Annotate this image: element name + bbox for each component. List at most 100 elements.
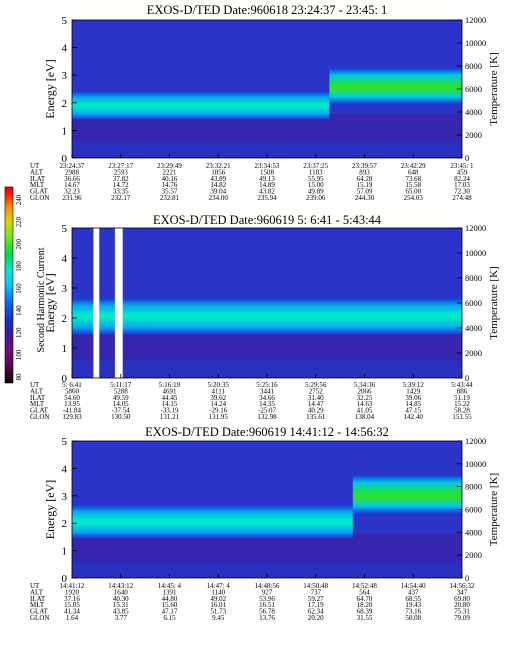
ephemeris-cell: 737 [311, 588, 322, 596]
y-tick-label: 2 [62, 518, 68, 530]
ephemeris-cell: 59.27 [308, 595, 324, 603]
ephemeris-cell: 131.21 [160, 413, 180, 421]
y2-tick-label: 10000 [465, 459, 486, 469]
y-tick-label: 1 [62, 546, 68, 558]
ephemeris-row-label: GLON [30, 614, 49, 622]
ephemeris-cell: 69.80 [454, 595, 470, 603]
ephemeris-cell: 51.19 [454, 394, 470, 402]
y2-tick-label: 0 [465, 373, 469, 383]
ephemeris-cell: 1856 [211, 168, 226, 176]
ephemeris-cell: 44.80 [162, 595, 178, 603]
ephemeris-cell: 5:43:44 [451, 381, 473, 389]
y2-tick-label: 10000 [465, 38, 486, 48]
y-axis-label: Energy [eV] [43, 59, 57, 118]
ephemeris-cell: 32.25 [357, 394, 373, 402]
y2-axis-label: Temperature [K] [488, 52, 500, 125]
y2-tick-label: 6000 [465, 298, 482, 308]
ephemeris-cell: 73.16 [405, 608, 421, 616]
ephemeris-cell: 49.59 [113, 394, 129, 402]
ephemeris-cell: 893 [359, 168, 370, 176]
ephemeris-cell: 132.98 [257, 413, 277, 421]
ephemeris-cell: 68.39 [357, 608, 373, 616]
ephemeris-cell: 15.00 [308, 181, 324, 189]
ephemeris-cell: 1140 [211, 588, 225, 596]
ephemeris-cell: 564 [359, 588, 370, 596]
ephemeris-cell: 14:50:48 [303, 582, 328, 590]
ephemeris-cell: 232.17 [111, 194, 131, 202]
ephemeris-cell: 14.47 [308, 400, 324, 408]
ephemeris-cell: 37.82 [113, 175, 129, 183]
ephemeris-cell: 47.15 [405, 407, 421, 415]
ephemeris-cell: 1508 [260, 168, 275, 176]
heatmap-low-energy-region [72, 534, 462, 562]
spectrogram-panel-3: EXOS-D/TED Date:960619 14:41:12 - 14:56:… [30, 425, 500, 622]
ephemeris-cell: 14.15 [162, 400, 178, 408]
ephemeris-cell: 44.45 [162, 394, 178, 402]
ephemeris-cell: 14:56:32 [450, 582, 475, 590]
ephemeris-cell: 5:20:35 [208, 381, 230, 389]
ephemeris-cell: 55.95 [308, 175, 324, 183]
ephemeris-row-label: UT [30, 381, 40, 389]
ephemeris-cell: 9.45 [212, 614, 225, 622]
ephemeris-row-label: UT [30, 582, 40, 590]
ephemeris-row-label: ILAT [30, 394, 46, 402]
ephemeris-row-label: GLAT [30, 188, 49, 196]
ephemeris-cell: -41.84 [63, 407, 82, 415]
ephemeris-cell: 64.28 [357, 175, 373, 183]
colorbar-tick-label: 80 [15, 373, 23, 381]
ephemeris-cell: 31.40 [308, 394, 324, 402]
heatmap-base-region [72, 141, 462, 158]
ephemeris-cell: 39.04 [210, 188, 226, 196]
y2-tick-label: 6000 [465, 84, 482, 94]
y-tick-label: 3 [62, 70, 68, 82]
y-tick-label: 3 [62, 491, 68, 503]
ephemeris-cell: 49.02 [210, 595, 226, 603]
ephemeris-cell: 14:48:56 [255, 582, 280, 590]
ephemeris-cell: 3.77 [115, 614, 128, 622]
ephemeris-cell: 20.80 [454, 601, 470, 609]
ephemeris-cell: 16.01 [210, 601, 226, 609]
ephemeris-cell: 14.35 [259, 400, 275, 408]
ephemeris-cell: 41.05 [357, 407, 373, 415]
ephemeris-row-label: ALT [30, 387, 44, 395]
spectrogram-panel-1: EXOS-D/TED Date:960618 23:24:37 - 23:45:… [30, 3, 500, 202]
ephemeris-cell: 23:32:21 [206, 162, 231, 170]
ephemeris-cell: 14.05 [113, 400, 129, 408]
ephemeris-cell: 4691 [163, 387, 178, 395]
y-tick-label: 5 [62, 223, 68, 235]
ephemeris-cell: 16.51 [259, 601, 275, 609]
ephemeris-cell: 32.23 [64, 188, 80, 196]
ephemeris-cell: 54.60 [64, 394, 80, 402]
ephemeris-cell: 235.94 [257, 194, 277, 202]
colorbar-tick-label: 160 [15, 283, 23, 294]
ephemeris-cell: 23:34:53 [255, 162, 280, 170]
ephemeris-cell: 64.70 [357, 595, 373, 603]
ephemeris-cell: 23:42:29 [401, 162, 426, 170]
ephemeris-cell: 49.13 [259, 175, 275, 183]
y2-axis-label: Temperature [K] [488, 473, 500, 546]
heatmap-band [72, 505, 353, 539]
ephemeris-cell: 43.82 [259, 188, 275, 196]
ephemeris-cell: 5:39:12 [403, 381, 425, 389]
ephemeris-cell: 14:43:12 [108, 582, 133, 590]
ephemeris-cell: 23:39:57 [352, 162, 377, 170]
y2-tick-label: 2000 [465, 550, 482, 560]
ephemeris-cell: 5:29:56 [305, 381, 327, 389]
y2-tick-label: 2000 [465, 348, 482, 358]
ephemeris-cell: 65.00 [405, 188, 421, 196]
y-tick-label: 0 [62, 573, 68, 585]
y-tick-label: 5 [62, 436, 68, 448]
ephemeris-cell: 23:37:25 [303, 162, 328, 170]
y2-tick-label: 6000 [465, 505, 482, 515]
ephemeris-cell: 927 [262, 588, 273, 596]
ephemeris-cell: 131.95 [209, 413, 229, 421]
y-tick-label: 5 [62, 15, 68, 27]
ephemeris-row-label: GLAT [30, 407, 49, 415]
ephemeris-cell: 459 [457, 168, 468, 176]
ephemeris-cell: 142.40 [404, 413, 424, 421]
ephemeris-cell: 15.19 [357, 181, 373, 189]
ephemeris-cell: 5:16:19 [159, 381, 181, 389]
ephemeris-cell: 79.09 [454, 614, 470, 622]
ephemeris-cell: 15.58 [405, 181, 421, 189]
ephemeris-cell: 23:27:17 [108, 162, 133, 170]
